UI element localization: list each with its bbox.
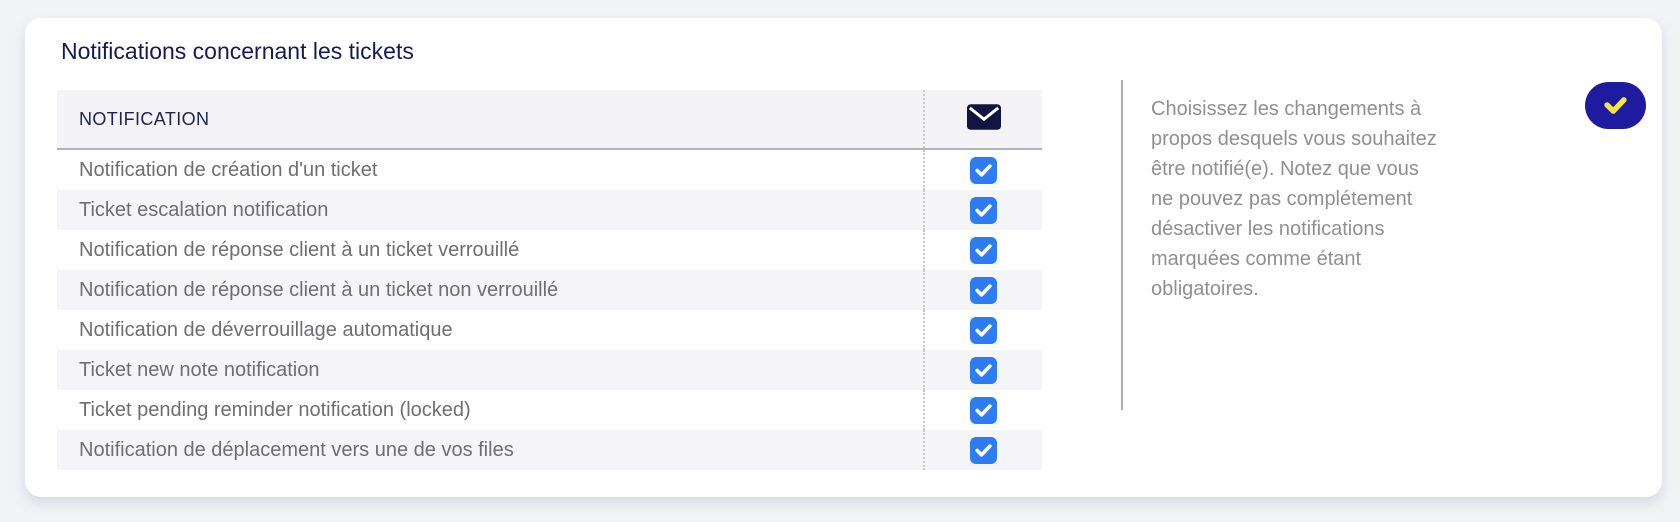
notification-rows: Notification de création d'un ticket Tic…: [57, 150, 1042, 470]
help-line: marquées comme étant: [1151, 248, 1362, 270]
help-line: ne pouvez pas complétement: [1151, 188, 1413, 210]
help-line: Choisissez les changements à: [1151, 98, 1422, 120]
notification-label: Notification de déverrouillage automatiq…: [79, 318, 453, 341]
check-icon: [975, 283, 992, 297]
envelope-icon: [966, 103, 1001, 135]
notification-label: Notification de réponse client à un tick…: [79, 238, 520, 261]
email-cell: [923, 230, 1042, 270]
notification-label: Notification de création d'un ticket: [79, 158, 378, 181]
notification-label: Ticket pending reminder notification (lo…: [79, 398, 471, 421]
check-icon: [975, 323, 992, 337]
email-cell: [923, 390, 1042, 430]
email-cell: [923, 430, 1042, 470]
email-cell: [923, 310, 1042, 350]
notification-column-header: NOTIFICATION: [79, 108, 210, 129]
email-cell: [923, 190, 1042, 230]
check-icon: [975, 203, 992, 217]
save-success-badge[interactable]: [1585, 82, 1646, 129]
email-cell: [923, 150, 1042, 190]
email-checkbox[interactable]: [970, 276, 997, 304]
help-text: Choisissez les changements à propos desqu…: [1151, 94, 1511, 304]
table-row: Notification de déplacement vers une de …: [57, 430, 1042, 470]
email-cell: [923, 270, 1042, 310]
notification-label: Notification de déplacement vers une de …: [79, 438, 514, 461]
notification-settings-card: Notifications concernant les tickets NOT…: [25, 18, 1662, 497]
check-icon: [975, 443, 992, 457]
help-line: être notifié(e). Notez que vous: [1151, 158, 1419, 180]
table-row: Notification de création d'un ticket: [57, 150, 1042, 190]
table-row: Notification de réponse client à un tick…: [57, 230, 1042, 270]
email-checkbox[interactable]: [970, 356, 997, 384]
check-icon: [975, 363, 992, 377]
table-row: Ticket escalation notification: [57, 190, 1042, 230]
table-header: NOTIFICATION: [57, 90, 1042, 150]
table-row: Ticket new note notification: [57, 350, 1042, 390]
email-checkbox[interactable]: [970, 436, 997, 464]
notification-label: Notification de réponse client à un tick…: [79, 278, 559, 301]
help-line: propos desquels vous souhaitez: [1151, 128, 1437, 150]
help-line: désactiver les notifications: [1151, 218, 1385, 240]
table-row: Notification de réponse client à un tick…: [57, 270, 1042, 310]
table-row: Ticket pending reminder notification (lo…: [57, 390, 1042, 430]
notification-label: Ticket new note notification: [79, 358, 320, 381]
check-icon: [975, 163, 992, 177]
email-checkbox[interactable]: [970, 396, 997, 424]
help-divider: [1121, 80, 1123, 410]
check-icon: [975, 243, 992, 257]
email-cell: [923, 350, 1042, 390]
check-icon: [975, 403, 992, 417]
page-title: Notifications concernant les tickets: [61, 38, 414, 64]
email-column-header: [923, 90, 1042, 148]
table-row: Notification de déverrouillage automatiq…: [57, 310, 1042, 350]
email-checkbox[interactable]: [970, 316, 997, 344]
help-line: obligatoires.: [1151, 278, 1259, 300]
notification-label: Ticket escalation notification: [79, 198, 329, 221]
email-checkbox[interactable]: [970, 156, 997, 184]
email-checkbox[interactable]: [970, 196, 997, 224]
notification-table: NOTIFICATION Notification de création d'…: [57, 90, 1042, 470]
email-checkbox[interactable]: [970, 236, 997, 264]
check-icon: [1604, 97, 1627, 114]
